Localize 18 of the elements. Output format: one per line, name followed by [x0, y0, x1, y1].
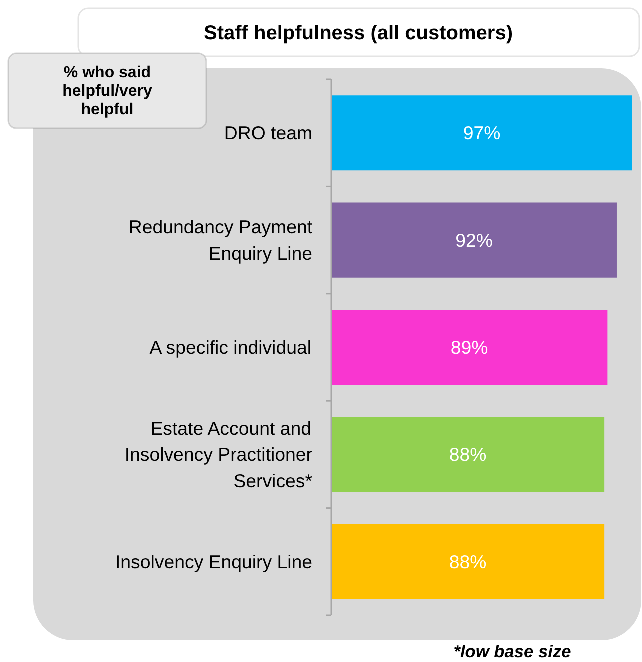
data-label: 89%: [450, 337, 488, 358]
y-tick-label: Redundancy Payment Enquiry Line: [128, 216, 314, 264]
data-label: 92%: [456, 230, 493, 251]
text: *low base size: [454, 642, 572, 662]
bar: [332, 524, 605, 600]
y-tick-label: DRO team: [224, 122, 313, 144]
text: % who said helpful/very helpful: [62, 64, 153, 119]
bar: [332, 202, 617, 278]
data-label: 97%: [463, 122, 501, 144]
y-tick-label: A specific individual: [150, 337, 312, 358]
y-tick-label: Estate Account and Insolvency Practitioner Services*: [124, 418, 313, 492]
bar: [332, 310, 608, 386]
y-tick-label: Insolvency Enquiry Line: [115, 551, 313, 572]
bar: [332, 417, 605, 492]
data-label: 88%: [449, 551, 487, 572]
data-label: 88%: [449, 444, 487, 466]
bar: [332, 96, 632, 171]
chart-title: Staff helpfulness (all customers): [204, 22, 513, 44]
